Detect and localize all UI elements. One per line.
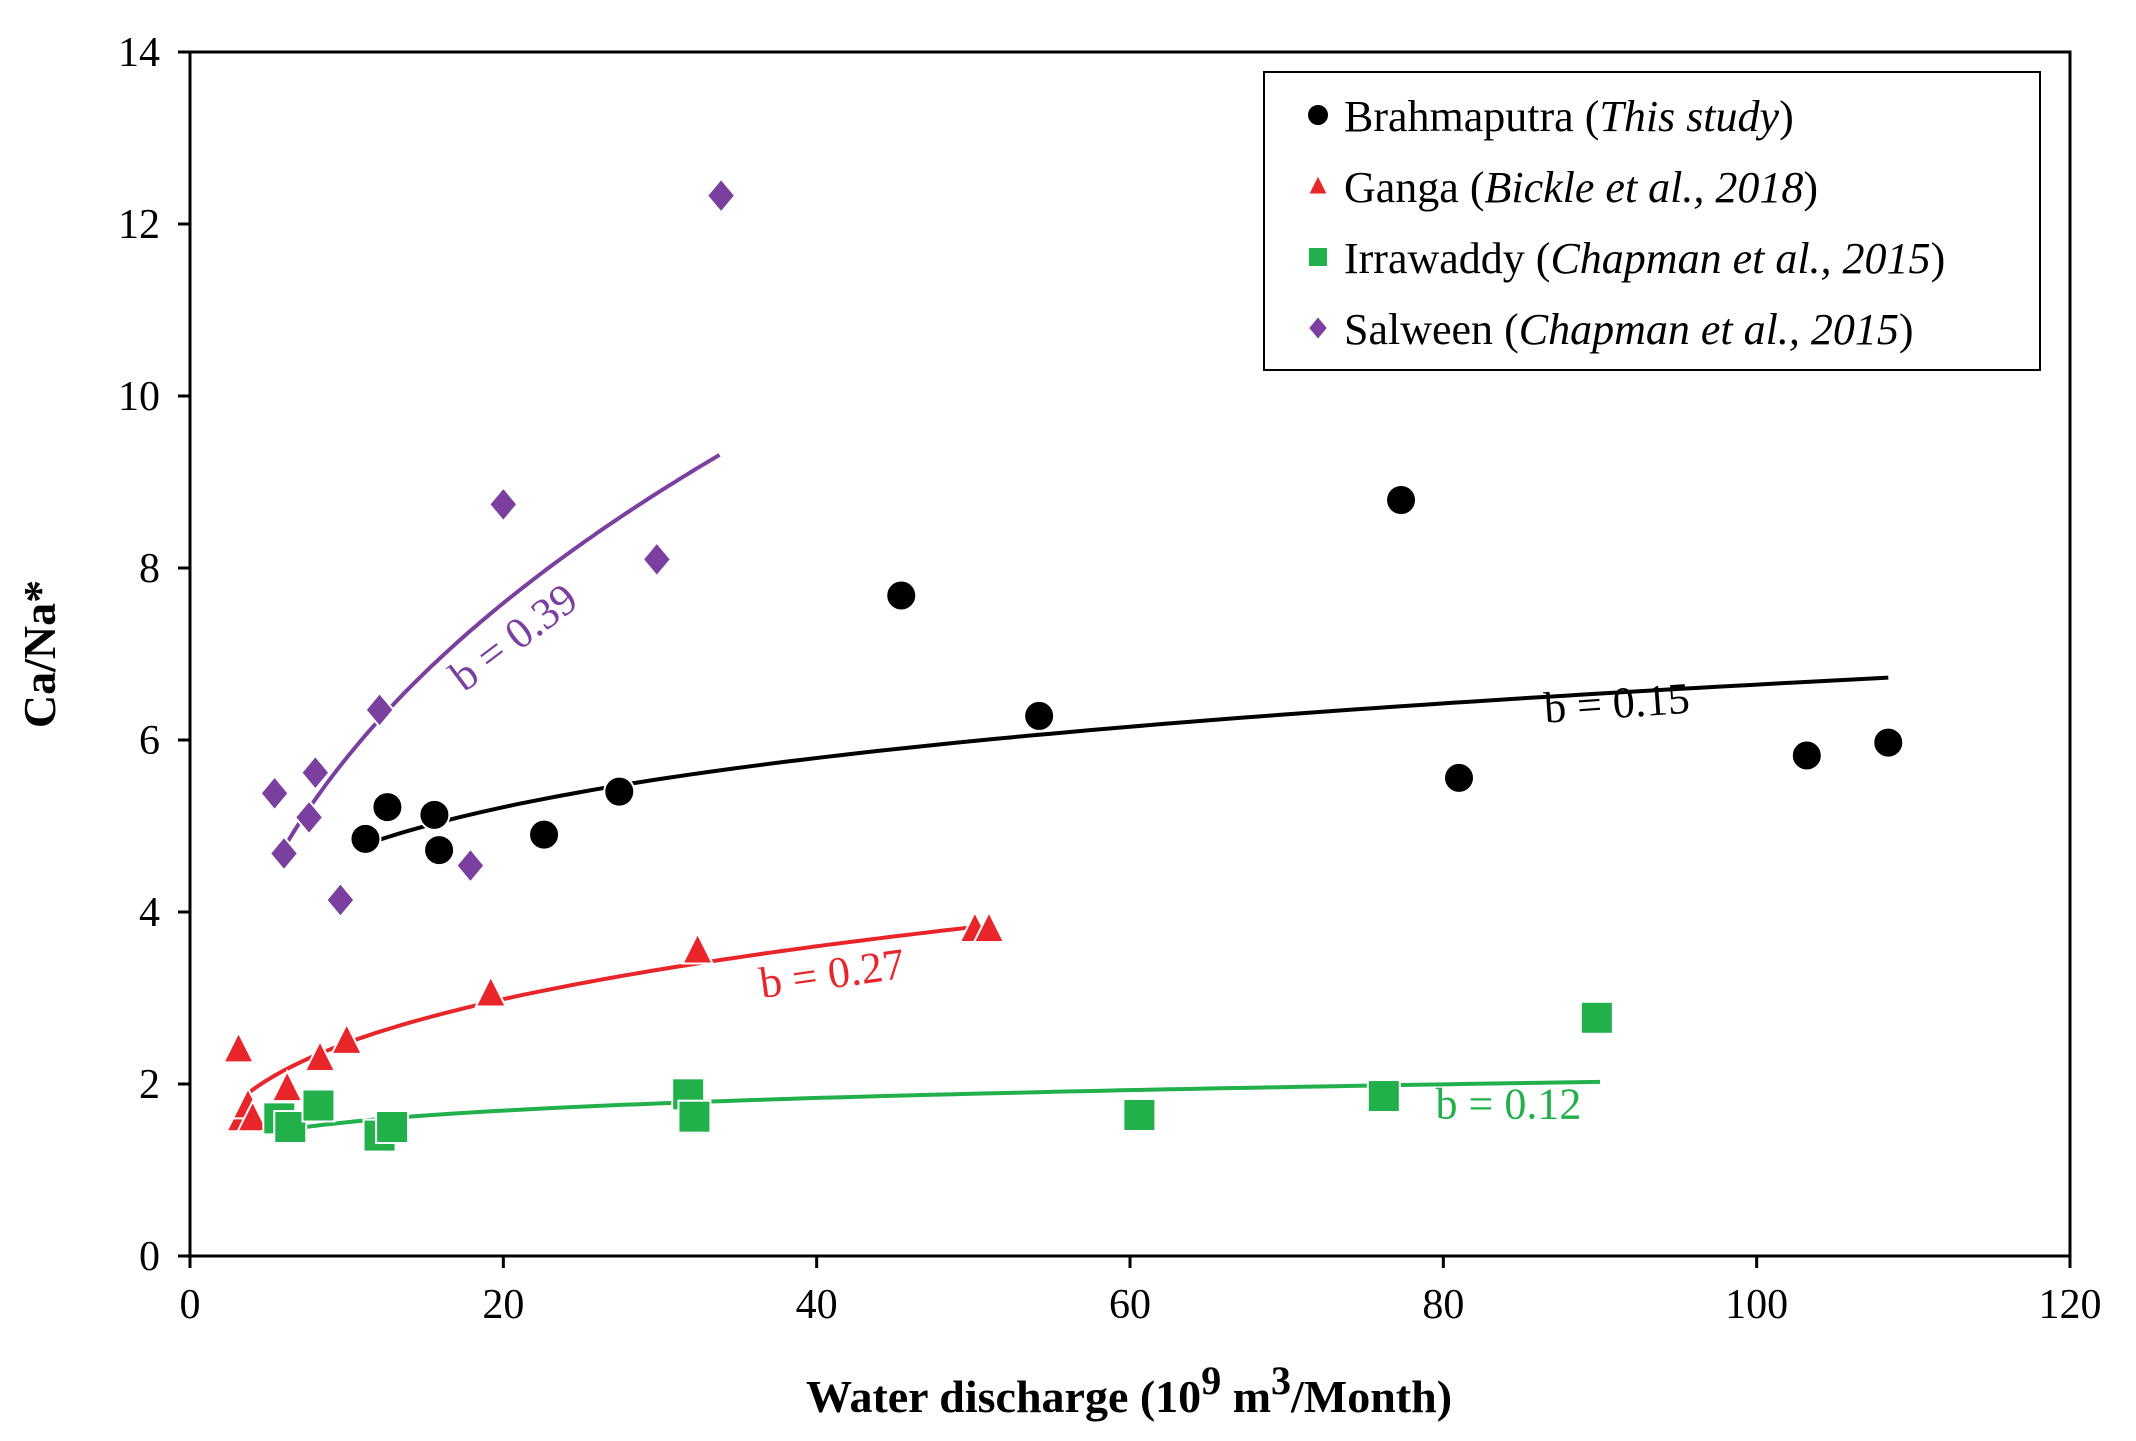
point-salween: [488, 485, 519, 523]
legend-marker-brahmaputra: [1306, 103, 1330, 127]
data-points: [221, 177, 1905, 1153]
legend-paren-open: (: [1459, 163, 1485, 212]
legend-paren-close: ): [1779, 92, 1794, 141]
y-axis-title: Ca/Na*: [14, 580, 65, 728]
point-brahmaputra: [1443, 761, 1475, 794]
legend-entry-brahmaputra: Brahmaputra (This study): [1344, 92, 1794, 141]
point-ganga: [680, 931, 715, 965]
point-ganga: [474, 974, 508, 1008]
x-tick-label: 100: [1725, 1282, 1788, 1328]
x-tick-label: 80: [1422, 1282, 1464, 1328]
point-brahmaputra: [603, 775, 636, 808]
fit-lines: [245, 453, 1889, 1134]
point-brahmaputra: [371, 791, 404, 824]
point-ganga: [236, 1099, 270, 1133]
x-tick-label: 120: [2039, 1282, 2102, 1328]
y-tick-label: 6: [139, 718, 160, 764]
legend-citation: Chapman et al., 2015: [1550, 234, 1930, 283]
point-salween: [455, 847, 486, 884]
legend-citation: Bickle et al., 2018: [1485, 163, 1804, 212]
y-tick-label: 2: [139, 1062, 160, 1108]
x-axis-title-part3: /Month): [1290, 1371, 1452, 1422]
fit-line-salween: [274, 453, 721, 863]
point-ganga: [221, 1030, 256, 1064]
y-tick-label: 10: [118, 374, 160, 420]
fit-line-ganga: [245, 924, 982, 1097]
point-brahmaputra: [423, 834, 456, 867]
point-brahmaputra: [1385, 484, 1418, 517]
y-tick-label: 14: [118, 30, 160, 76]
legend-paren-close: ): [1899, 305, 1914, 354]
legend-citation: This study: [1599, 92, 1779, 141]
point-brahmaputra: [418, 798, 451, 831]
fit-label-brahmaputra: b = 0.15: [1542, 674, 1691, 733]
point-brahmaputra: [1790, 739, 1823, 772]
point-irrawaddy: [1579, 1000, 1614, 1035]
x-axis-title-part2: m: [1221, 1371, 1271, 1422]
legend-series-name: Irrawaddy: [1344, 234, 1525, 283]
legend-series-name: Salween: [1344, 305, 1493, 354]
point-salween: [293, 799, 325, 836]
point-salween: [364, 691, 395, 729]
x-axis-title: Water discharge (109 m3/Month): [806, 1358, 1452, 1422]
x-tick-label: 40: [796, 1282, 838, 1328]
point-brahmaputra: [1023, 699, 1056, 732]
point-salween: [259, 774, 290, 812]
legend-marker-salween: [1306, 314, 1330, 342]
x-axis-title-exp1: 9: [1201, 1358, 1221, 1403]
legend-entry-ganga: Ganga (Bickle et al., 2018): [1344, 163, 1818, 212]
point-salween: [641, 541, 673, 578]
legend-series-name: Ganga: [1344, 163, 1459, 212]
x-tick-label: 20: [482, 1282, 524, 1328]
point-irrawaddy: [1122, 1097, 1157, 1132]
axes: 0 20 40 60 80 100 120 0 2 4 6 8 10 12 14: [118, 30, 2102, 1328]
point-salween: [268, 835, 300, 872]
legend-entry-salween: Salween (Chapman et al., 2015): [1344, 305, 1913, 354]
point-irrawaddy: [273, 1110, 308, 1144]
x-axis-title-exp2: 3: [1271, 1358, 1291, 1403]
point-irrawaddy: [301, 1088, 336, 1123]
point-brahmaputra: [349, 822, 382, 855]
legend: Brahmaputra (This study)Ganga (Bickle et…: [1263, 71, 2041, 371]
point-ganga: [330, 1021, 364, 1055]
y-tick-label: 4: [139, 890, 160, 936]
fit-labels: b = 0.15b = 0.27b = 0.12b = 0.39: [441, 574, 1692, 1129]
point-ganga: [270, 1068, 304, 1103]
legend-citation: Chapman et al., 2015: [1519, 305, 1899, 354]
y-tick-label: 12: [118, 202, 160, 248]
x-tick-label: 0: [180, 1282, 201, 1328]
point-irrawaddy: [1366, 1079, 1401, 1114]
point-brahmaputra: [885, 579, 918, 612]
x-tick-label: 60: [1109, 1282, 1151, 1328]
point-irrawaddy: [677, 1099, 712, 1134]
legend-paren-open: (: [1574, 92, 1600, 141]
point-salween: [325, 881, 356, 919]
legend-marker-ganga: [1306, 172, 1330, 196]
point-irrawaddy: [375, 1110, 410, 1144]
legend-box: [1263, 71, 2041, 371]
legend-paren-open: (: [1493, 305, 1519, 354]
fit-line-irrawaddy: [275, 1079, 1601, 1134]
point-ganga: [303, 1038, 337, 1073]
point-ganga: [972, 909, 1006, 944]
legend-entry-irrawaddy: Irrawaddy (Chapman et al., 2015): [1344, 234, 1945, 283]
point-brahmaputra: [528, 818, 561, 851]
legend-marker-irrawaddy: [1307, 246, 1329, 268]
fit-label-irrawaddy: b = 0.12: [1436, 1079, 1582, 1128]
x-axis-title-part1: Water discharge (10: [806, 1371, 1201, 1422]
point-salween: [705, 177, 737, 214]
point-brahmaputra: [1872, 726, 1905, 759]
legend-paren-close: ): [1803, 163, 1818, 212]
legend-series-name: Brahmaputra: [1344, 92, 1574, 141]
legend-paren-open: (: [1525, 234, 1551, 283]
legend-paren-close: ): [1931, 234, 1946, 283]
point-salween: [300, 754, 331, 792]
y-tick-label: 0: [139, 1234, 160, 1280]
y-tick-label: 8: [139, 546, 160, 592]
